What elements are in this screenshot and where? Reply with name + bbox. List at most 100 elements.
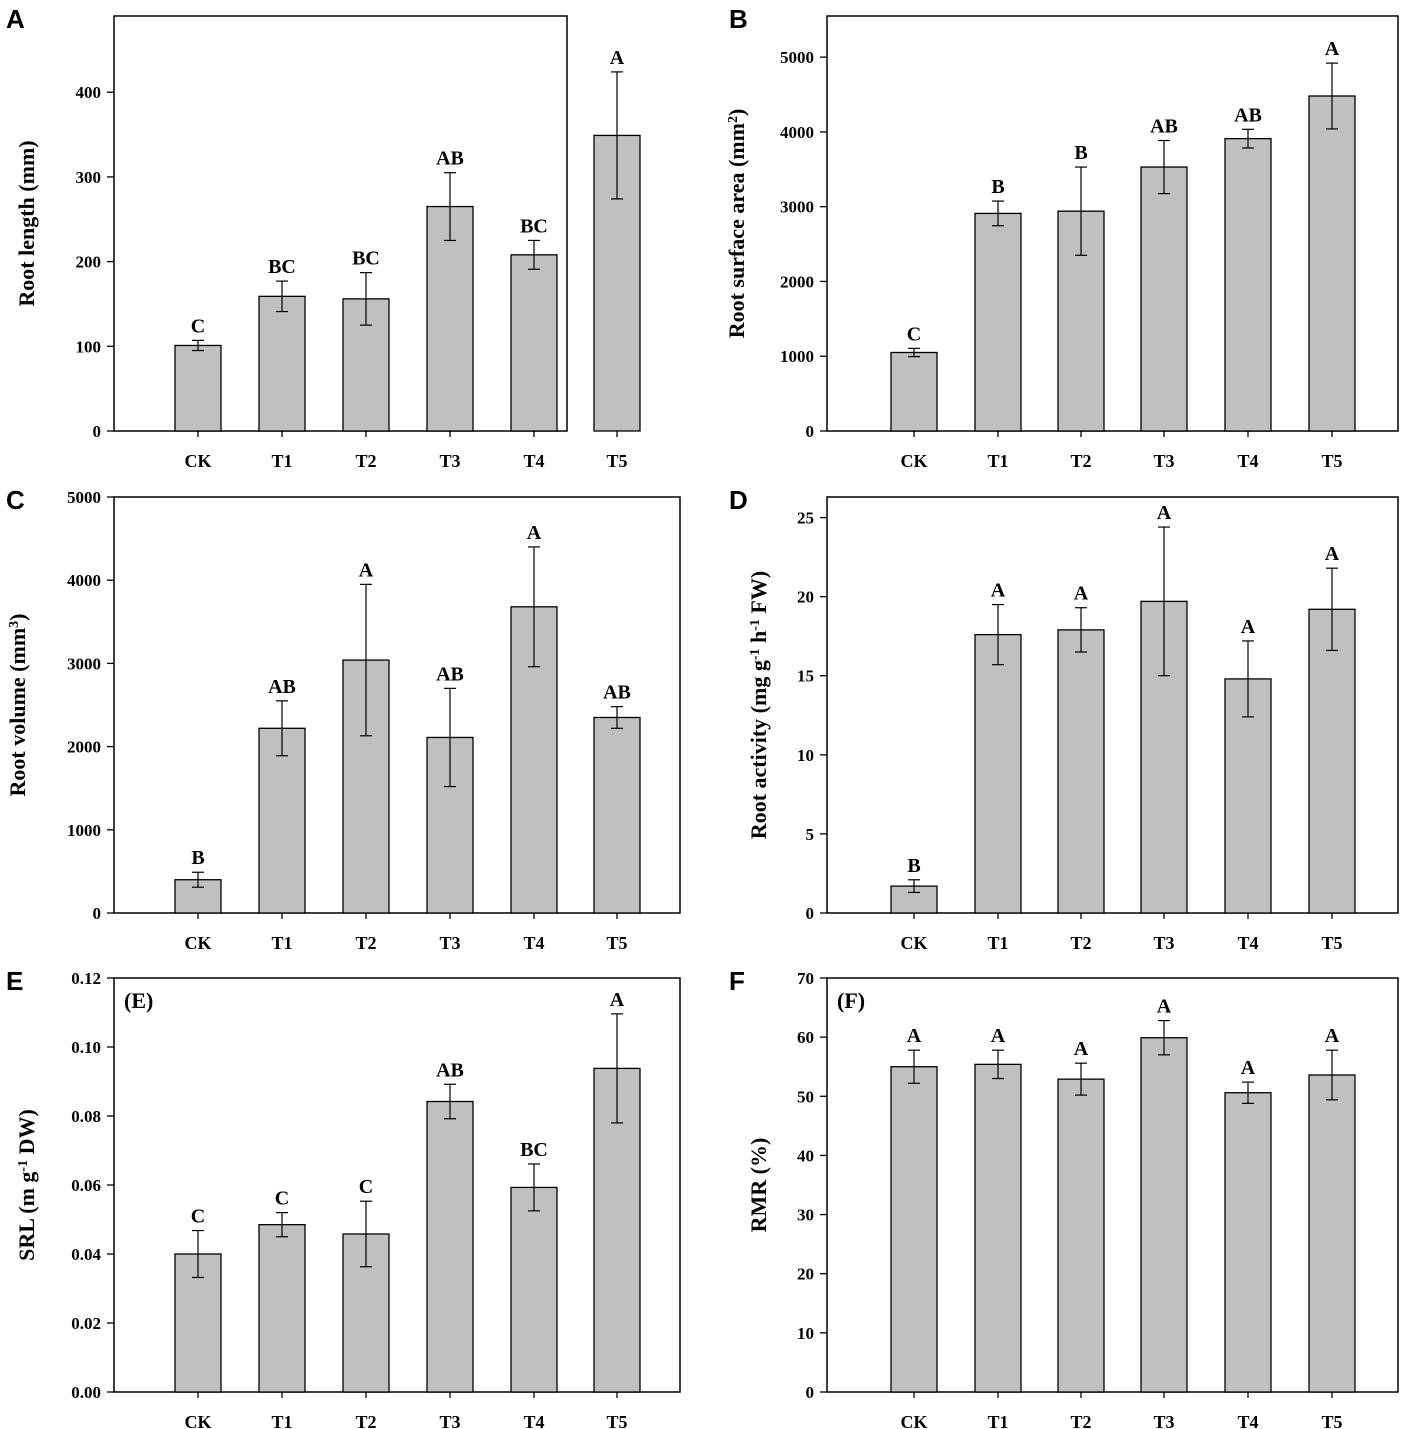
- x-tick-label: T2: [355, 933, 376, 953]
- x-tick-label: CK: [185, 451, 212, 471]
- x-tick-label: CK: [185, 933, 212, 953]
- y-tick-label: 5000: [780, 48, 814, 67]
- y-tick-label: 10: [797, 1324, 814, 1343]
- plot-frame: [826, 15, 1399, 432]
- y-tick-label: 0.00: [71, 1383, 101, 1402]
- y-axis-label: Root surface area (mm2): [724, 109, 749, 339]
- x-tick-label: T3: [1153, 933, 1174, 953]
- inset-label: (E): [124, 988, 153, 1013]
- bar-t1: [974, 633, 1022, 914]
- y-tick-label: 5000: [67, 488, 101, 507]
- y-tick-label: 400: [76, 83, 102, 102]
- y-axis-label: RMR (%): [746, 1138, 771, 1233]
- y-tick-label: 10: [797, 746, 814, 765]
- x-tick-label: T5: [1321, 1412, 1342, 1429]
- y-tick-label: 40: [797, 1146, 814, 1165]
- significance-label: A: [359, 559, 374, 581]
- bar-t3: [426, 1100, 474, 1393]
- panel-letter: C: [6, 485, 25, 515]
- significance-label: B: [191, 847, 204, 869]
- y-tick-label: 2000: [67, 738, 101, 757]
- y-tick-label: 0.04: [71, 1245, 101, 1264]
- x-tick-label: T5: [606, 451, 627, 471]
- bar-t1: [974, 212, 1022, 432]
- bar-t5: [1308, 1074, 1356, 1393]
- significance-label: AB: [603, 682, 631, 704]
- x-tick-label: CK: [185, 1412, 212, 1429]
- y-tick-label: 50: [797, 1087, 814, 1106]
- significance-label: A: [1074, 583, 1089, 605]
- y-tick-label: 70: [797, 969, 814, 988]
- y-tick-label: 1000: [67, 821, 101, 840]
- significance-label: C: [191, 315, 205, 337]
- plot-frame: [826, 977, 1399, 1393]
- x-tick-label: T5: [1321, 451, 1342, 471]
- x-tick-label: T2: [1070, 451, 1091, 471]
- significance-label: BC: [268, 256, 296, 278]
- x-tick-label: T3: [1153, 451, 1174, 471]
- bar-t1: [258, 727, 306, 914]
- y-tick-label: 2000: [780, 272, 814, 291]
- significance-label: B: [1074, 142, 1087, 164]
- significance-label: AB: [268, 676, 296, 698]
- x-tick-label: T3: [1153, 1412, 1174, 1429]
- x-tick-label: T4: [1237, 451, 1258, 471]
- x-tick-label: T1: [987, 933, 1008, 953]
- significance-label: AB: [436, 1059, 464, 1081]
- plot-frame: [113, 15, 568, 432]
- panel-e: E 0.00 0.02 0.04 0.06 0.08 0.10 0.12 SRL (m g-1 …: [6, 966, 681, 1429]
- significance-label: C: [275, 1188, 289, 1210]
- y-tick-label: 60: [797, 1028, 814, 1047]
- y-tick-label: 0.06: [71, 1176, 101, 1195]
- significance-label: AB: [436, 663, 464, 685]
- y-tick-label: 3000: [780, 198, 814, 217]
- panel-letter: A: [6, 4, 25, 34]
- bar-t1: [258, 295, 306, 432]
- panel-letter: B: [729, 4, 748, 34]
- y-tick-label: 4000: [780, 123, 814, 142]
- y-tick-label: 30: [797, 1206, 814, 1225]
- x-tick-label: T4: [523, 933, 544, 953]
- y-tick-label: 0.02: [71, 1314, 101, 1333]
- significance-label: AB: [436, 148, 464, 170]
- x-tick-label: T1: [987, 1412, 1008, 1429]
- bar-t4: [1224, 137, 1272, 432]
- x-tick-label: T3: [439, 933, 460, 953]
- significance-label: AB: [1150, 116, 1178, 138]
- bar-t3: [1140, 1037, 1188, 1393]
- bar-ck: [890, 1066, 938, 1393]
- panel-d: D 0 5 10 15 20 25 Root activity (mg g-1 h-1 FW)…: [729, 485, 1399, 953]
- bar-ck: [890, 351, 938, 432]
- bar-t1: [258, 1224, 306, 1393]
- significance-label: BC: [352, 248, 380, 270]
- inset-label: (F): [837, 988, 865, 1013]
- bar-t4: [1224, 1092, 1272, 1393]
- significance-label: C: [907, 323, 921, 345]
- bar-t3: [426, 205, 474, 432]
- bar-t5: [593, 716, 641, 914]
- x-tick-label: T1: [987, 451, 1008, 471]
- significance-label: B: [991, 176, 1004, 198]
- significance-label: A: [1157, 502, 1172, 524]
- y-tick-label: 4000: [67, 571, 101, 590]
- panel-f: F 0 10 20 30 40 50 60 70 RMR (%) (F) A CK A T1 A T2 A T3 A T…: [729, 966, 1399, 1429]
- x-tick-label: CK: [901, 451, 928, 471]
- y-tick-label: 0: [93, 904, 102, 923]
- significance-label: A: [991, 1025, 1006, 1047]
- y-tick-label: 5: [806, 825, 815, 844]
- x-tick-label: T3: [439, 451, 460, 471]
- significance-label: A: [527, 522, 542, 544]
- bar-t5: [1308, 608, 1356, 914]
- y-tick-label: 20: [797, 1265, 814, 1284]
- panel-letter: F: [729, 966, 745, 996]
- y-axis-label: Root activity (mg g-1 h-1 FW): [746, 571, 771, 839]
- panel-c: C 0 1000 2000 3000 4000 5000 Root volume (mm3) B…: [5, 485, 681, 953]
- significance-label: A: [610, 989, 625, 1011]
- y-tick-label: 0: [93, 422, 102, 441]
- x-tick-label: T2: [355, 1412, 376, 1429]
- x-tick-label: T1: [271, 933, 292, 953]
- significance-label: A: [1241, 616, 1256, 638]
- x-tick-label: T2: [1070, 1412, 1091, 1429]
- significance-label: A: [1325, 1025, 1340, 1047]
- panel-letter: D: [729, 485, 748, 515]
